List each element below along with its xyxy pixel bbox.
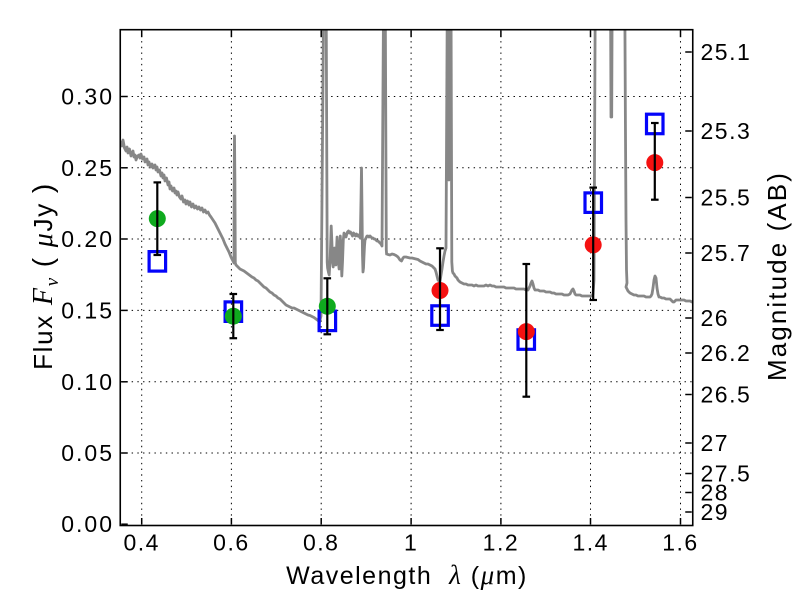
svg-text:27.5: 27.5 [701,461,752,487]
svg-text:26.5: 26.5 [701,382,752,408]
svg-text:Flux Fν ( μJy ): Flux Fν ( μJy ) [27,182,63,370]
svg-text:0.05: 0.05 [61,440,114,466]
svg-text:0.20: 0.20 [61,226,114,252]
svg-text:27: 27 [701,430,730,456]
svg-text:26.2: 26.2 [701,340,752,366]
svg-text:25.5: 25.5 [701,185,752,211]
svg-text:1.4: 1.4 [572,530,608,556]
svg-text:1: 1 [404,530,418,556]
svg-text:0.8: 0.8 [303,530,339,556]
svg-text:25.3: 25.3 [701,118,752,144]
svg-text:28: 28 [701,480,730,506]
svg-text:26: 26 [701,305,730,331]
svg-text:Wavelength λ (μm): Wavelength λ (μm) [286,560,528,590]
svg-text:0.00: 0.00 [61,511,114,537]
svg-text:1.2: 1.2 [483,530,519,556]
svg-text:0.6: 0.6 [213,530,249,556]
svg-text:0.25: 0.25 [61,155,114,181]
svg-text:0.10: 0.10 [61,369,114,395]
svg-text:0.30: 0.30 [61,84,114,110]
svg-text:29: 29 [701,499,730,525]
svg-text:0.15: 0.15 [61,297,114,323]
svg-text:Magnitude (AB): Magnitude (AB) [762,171,792,381]
svg-text:1.6: 1.6 [662,530,698,556]
svg-text:25.1: 25.1 [701,39,752,65]
svg-text:0.4: 0.4 [123,530,159,556]
svg-text:25.7: 25.7 [701,240,752,266]
